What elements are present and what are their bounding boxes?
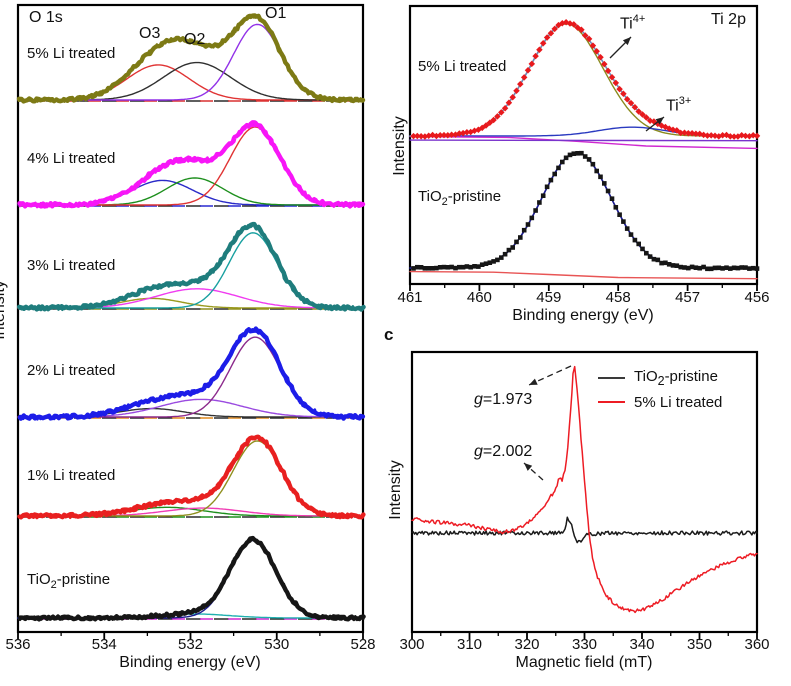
panel-c-yaxis-title: Intensity <box>387 460 405 520</box>
x-tick-label: 310 <box>456 636 483 653</box>
trace-label-5pct: 5% Li treated <box>27 45 116 62</box>
x-tick-label: 320 <box>514 636 540 653</box>
trace-label-2pct: 2% Li treated <box>27 362 116 379</box>
panel-b-yaxis-title: Intensity <box>391 116 409 176</box>
panel-b-xaxis-title: Binding energy (eV) <box>512 307 654 324</box>
x-tick-label: 532 <box>177 636 204 653</box>
annotation-g2002: g=2.002 <box>474 443 533 460</box>
panel-b-trace-label-5pct: 5% Li treated <box>418 58 507 75</box>
x-tick-label: 528 <box>350 636 376 653</box>
legend-line-5pct-swatch <box>598 401 625 403</box>
x-tick-label: 461 <box>397 289 423 306</box>
x-tick-label: 458 <box>605 289 631 306</box>
annotation-ti4: Ti4+ <box>620 13 646 33</box>
x-tick-label: 300 <box>399 636 425 653</box>
legend-label-pristine: TiO2-pristine <box>634 368 718 388</box>
trace-label-4pct: 4% Li treated <box>27 150 116 167</box>
panel-c-letter: c <box>384 325 394 344</box>
x-tick-label: 536 <box>5 636 31 653</box>
legend-row-pristine: TiO2-pristine <box>598 366 722 390</box>
x-tick-label: 460 <box>466 289 492 306</box>
x-tick-label: 530 <box>264 636 290 653</box>
annotation-g1973: g=1.973 <box>474 391 533 408</box>
legend-row-5pct: 5% Li treated <box>598 390 722 414</box>
panel-a-xaxis-title: Binding energy (eV) <box>119 654 261 671</box>
trace-label-pristine: TiO2-pristine <box>27 571 111 591</box>
panel-c-xaxis-title: Magnetic field (mT) <box>515 654 653 671</box>
panel-a-yaxis-title: Intensity <box>0 280 9 340</box>
peak-label-o1: O1 <box>265 5 287 22</box>
annotation-ti3: Ti3+ <box>666 95 692 115</box>
panel-a-title: O 1s <box>29 9 63 26</box>
x-tick-label: 459 <box>536 289 562 306</box>
x-tick-label: 340 <box>629 636 655 653</box>
panel-c-legend: TiO2-pristine 5% Li treated <box>598 366 722 414</box>
peak-label-o3: O3 <box>139 25 161 42</box>
x-tick-label: 534 <box>91 636 117 653</box>
x-tick-label: 457 <box>675 289 701 306</box>
peak-label-o2: O2 <box>184 31 206 48</box>
legend-label-5pct: 5% Li treated <box>634 393 723 411</box>
x-tick-label: 360 <box>744 636 770 653</box>
trace-label-1pct: 1% Li treated <box>27 467 116 484</box>
panel-b-trace-label-pristine: TiO2-pristine <box>418 188 502 208</box>
panel-b-title: Ti 2p <box>711 11 746 28</box>
x-tick-label: 350 <box>686 636 713 653</box>
trace-label-3pct: 3% Li treated <box>27 257 116 274</box>
x-tick-label: 456 <box>744 289 770 306</box>
x-tick-label: 330 <box>571 636 598 653</box>
legend-line-pristine-swatch <box>598 377 625 379</box>
